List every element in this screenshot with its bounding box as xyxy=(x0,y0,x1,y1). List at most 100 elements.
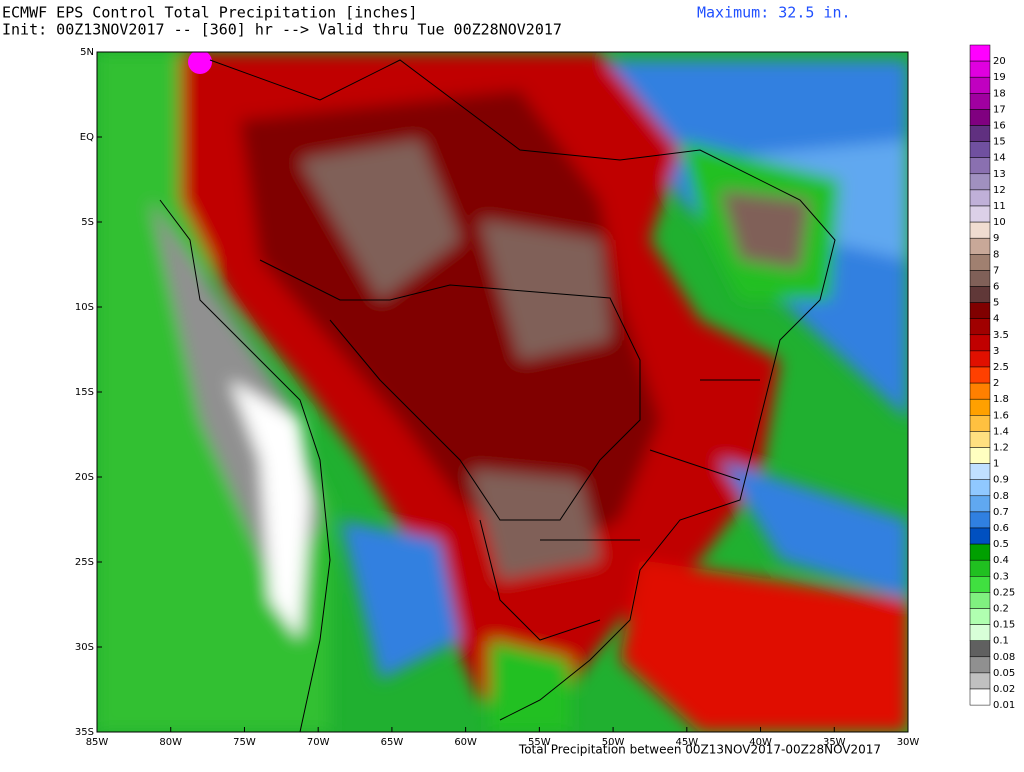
lon-label: 75W xyxy=(233,737,256,748)
legend-swatch xyxy=(969,463,991,480)
legend-label: 1.2 xyxy=(993,443,1009,454)
legend-label: 15 xyxy=(993,137,1006,148)
legend-label: 1.6 xyxy=(993,410,1009,421)
legend-label: 4 xyxy=(993,314,999,325)
legend-swatch xyxy=(969,237,991,255)
lat-label: 25S xyxy=(75,557,94,568)
legend-swatch xyxy=(969,270,991,287)
legend-swatch xyxy=(969,656,991,674)
legend-swatch xyxy=(969,431,991,448)
legend-label: 1.8 xyxy=(993,394,1009,405)
legend-label: 2.5 xyxy=(993,362,1009,373)
legend-label: 0.1 xyxy=(993,636,1009,647)
legend-swatch xyxy=(969,125,991,142)
legend-swatch xyxy=(969,415,991,432)
legend-label: 0.08 xyxy=(993,652,1015,663)
legend-label: 10 xyxy=(993,217,1006,228)
legend-label: 19 xyxy=(993,72,1006,83)
legend-label: 0.02 xyxy=(993,684,1015,695)
legend-swatch xyxy=(969,672,991,690)
legend-label: 0.7 xyxy=(993,507,1009,518)
lon-label: 40W xyxy=(749,737,772,748)
lat-label: 10S xyxy=(75,302,94,313)
lat-label: 5N xyxy=(80,47,94,58)
legend-swatch xyxy=(969,302,991,319)
legend-label: 16 xyxy=(993,121,1006,132)
legend-swatch xyxy=(969,608,991,625)
lon-label: 85W xyxy=(86,737,109,748)
lon-label: 65W xyxy=(381,737,404,748)
legend-swatch xyxy=(969,511,991,529)
legend-label: 3.5 xyxy=(993,330,1009,341)
legend-label: 0.4 xyxy=(993,555,1009,566)
lon-label: 45W xyxy=(676,737,699,748)
lat-label: 5S xyxy=(81,217,94,228)
legend-swatch xyxy=(969,624,991,641)
lat-label: 30S xyxy=(75,642,94,653)
title: ECMWF EPS Control Total Precipitation [i… xyxy=(2,4,417,22)
lon-label: 60W xyxy=(454,737,477,748)
legend-label: 0.8 xyxy=(993,491,1009,502)
legend-label: 11 xyxy=(993,201,1006,212)
lon-label: 50W xyxy=(602,737,625,748)
maximum: Maximum: 32.5 in. xyxy=(697,4,851,22)
legend-label: 13 xyxy=(993,169,1006,180)
lat-label: 20S xyxy=(75,472,94,483)
legend-swatch xyxy=(969,60,991,78)
lat-label: 35S xyxy=(75,727,94,738)
legend-swatch xyxy=(969,688,991,706)
legend-label: 0.2 xyxy=(993,604,1009,615)
legend-label: 9 xyxy=(993,233,999,244)
legend-swatch xyxy=(969,576,991,593)
legend-label: 7 xyxy=(993,265,999,276)
legend-swatch xyxy=(969,543,991,561)
lon-label: 70W xyxy=(307,737,330,748)
legend-label: 5 xyxy=(993,298,999,309)
legend-swatch xyxy=(969,447,991,464)
lon-label: 55W xyxy=(528,737,551,748)
caption: Total Precipitation between 00Z13NOV2017… xyxy=(518,743,881,757)
legend-label: 8 xyxy=(993,249,999,260)
legend-label: 12 xyxy=(993,185,1006,196)
legend-label: 6 xyxy=(993,282,999,293)
legend-swatch xyxy=(969,93,991,110)
legend-swatch xyxy=(969,254,991,271)
legend-label: 0.15 xyxy=(993,620,1015,631)
lon-label: 80W xyxy=(159,737,182,748)
legend-label: 0.3 xyxy=(993,571,1009,582)
legend-swatch xyxy=(969,495,991,513)
legend-label: 20 xyxy=(993,56,1006,67)
legend-label: 14 xyxy=(993,153,1006,164)
legend-swatch xyxy=(969,559,991,577)
legend-label: 0.9 xyxy=(993,475,1009,486)
lon-label: 35W xyxy=(823,737,846,748)
legend-swatch xyxy=(969,640,991,658)
precip-map xyxy=(97,52,908,732)
lon-label: 30W xyxy=(897,737,920,748)
legend-swatch xyxy=(969,286,991,303)
subtitle: Init: 00Z13NOV2017 -- [360] hr --> Valid… xyxy=(2,21,562,39)
legend-swatch xyxy=(969,173,991,191)
legend-label: 1.4 xyxy=(993,426,1009,437)
legend-swatch xyxy=(969,141,991,158)
legend-swatch xyxy=(969,44,991,62)
legend-swatch xyxy=(969,398,991,416)
legend-swatch xyxy=(969,109,991,126)
legend-swatch xyxy=(969,382,991,400)
legend-swatch xyxy=(969,189,991,207)
legend-swatch xyxy=(969,366,991,384)
legend-label: 0.01 xyxy=(993,700,1015,711)
legend-swatch xyxy=(969,479,991,497)
legend-swatch xyxy=(969,205,991,223)
legend-label: 0.05 xyxy=(993,668,1015,679)
legend-swatch xyxy=(969,334,991,352)
legend-swatch xyxy=(969,221,991,239)
legend-label: 0.5 xyxy=(993,539,1009,550)
legend-swatch xyxy=(969,76,991,94)
legend-swatch xyxy=(969,157,991,175)
legend-label: 18 xyxy=(993,88,1006,99)
legend-swatch xyxy=(969,318,991,336)
legend-swatch xyxy=(969,527,991,545)
legend-label: 0.25 xyxy=(993,587,1015,598)
